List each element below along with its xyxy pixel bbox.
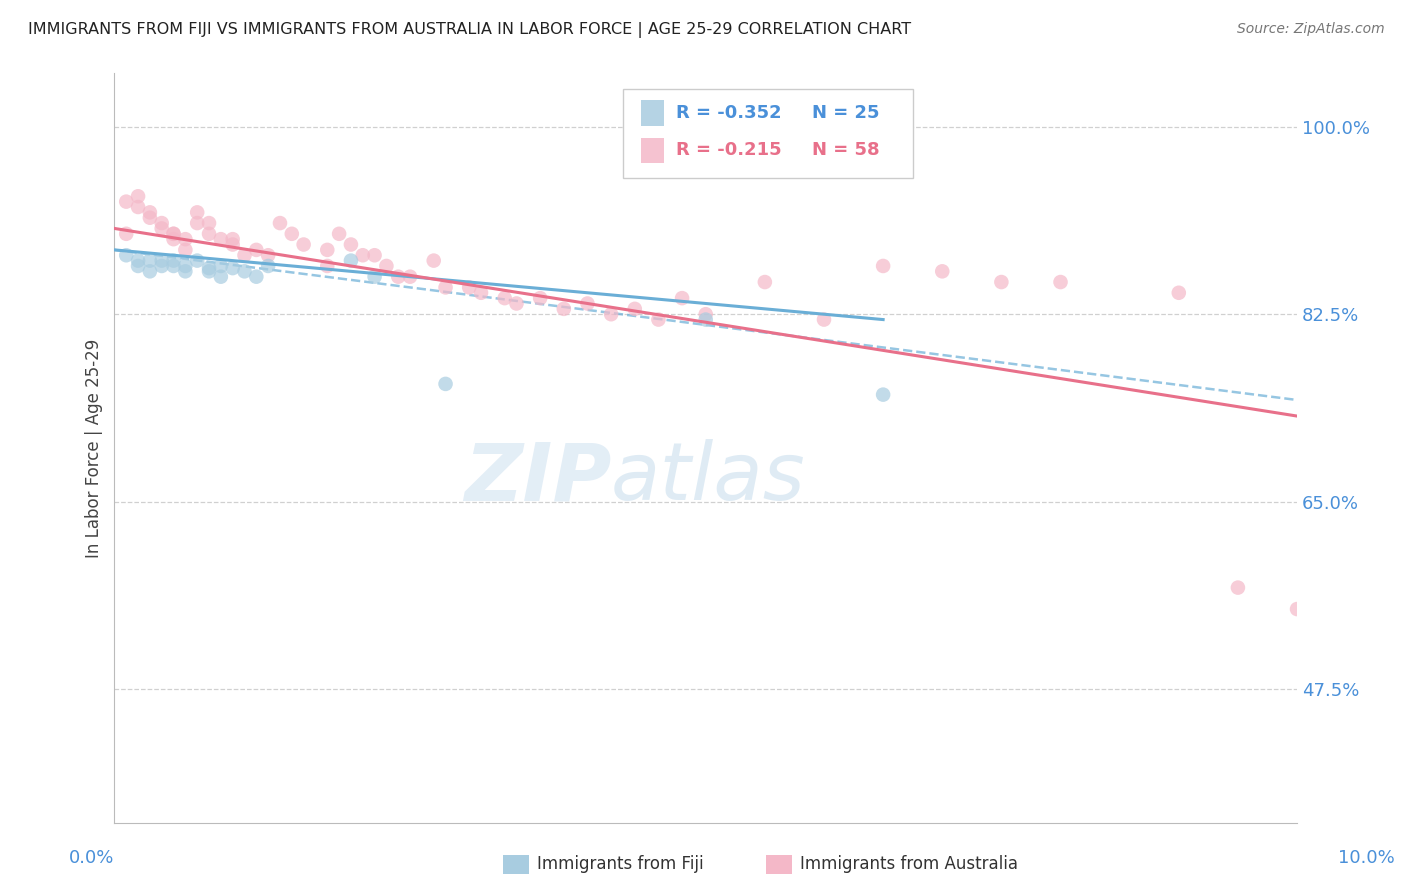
Point — [127, 259, 149, 273]
Point — [198, 261, 221, 276]
Point — [186, 216, 208, 230]
FancyBboxPatch shape — [641, 100, 665, 126]
Y-axis label: In Labor Force | Age 25-29: In Labor Force | Age 25-29 — [86, 339, 103, 558]
Point — [115, 194, 138, 209]
Point — [162, 232, 184, 246]
Text: N = 58: N = 58 — [813, 141, 880, 160]
Point — [139, 253, 162, 268]
Point — [162, 227, 184, 241]
Point — [209, 232, 232, 246]
Text: Source: ZipAtlas.com: Source: ZipAtlas.com — [1237, 22, 1385, 37]
Point — [505, 296, 527, 310]
Point — [1167, 285, 1189, 300]
Point — [233, 264, 256, 278]
Point — [600, 307, 623, 321]
Point — [695, 312, 717, 326]
Point — [352, 248, 374, 262]
Point — [269, 216, 291, 230]
Point — [174, 259, 197, 273]
Point — [458, 280, 481, 294]
Text: Immigrants from Fiji: Immigrants from Fiji — [537, 855, 704, 873]
Point — [375, 259, 398, 273]
Point — [470, 285, 492, 300]
Point — [340, 237, 363, 252]
Point — [139, 205, 162, 219]
FancyBboxPatch shape — [641, 137, 665, 163]
Point — [387, 269, 409, 284]
Point — [186, 205, 208, 219]
Point — [872, 259, 894, 273]
Point — [422, 253, 444, 268]
Point — [174, 232, 197, 246]
Point — [257, 248, 280, 262]
Point — [671, 291, 693, 305]
Text: N = 25: N = 25 — [813, 103, 880, 121]
Point — [150, 253, 173, 268]
Point — [198, 216, 221, 230]
Point — [209, 259, 232, 273]
Point — [813, 312, 835, 326]
Point — [316, 243, 339, 257]
Point — [529, 291, 551, 305]
Point — [363, 269, 385, 284]
Point — [872, 387, 894, 401]
Point — [1286, 602, 1309, 616]
Point — [647, 312, 669, 326]
Point — [127, 253, 149, 268]
Point — [754, 275, 776, 289]
Text: 0.0%: 0.0% — [69, 849, 114, 867]
Point — [174, 243, 197, 257]
Point — [245, 243, 267, 257]
Point — [931, 264, 953, 278]
Text: atlas: atlas — [612, 439, 806, 517]
Text: ZIP: ZIP — [464, 439, 612, 517]
Point — [162, 253, 184, 268]
Point — [150, 216, 173, 230]
Text: 10.0%: 10.0% — [1339, 849, 1395, 867]
Point — [1226, 581, 1249, 595]
Point — [127, 200, 149, 214]
Point — [209, 269, 232, 284]
Point — [150, 259, 173, 273]
Point — [221, 261, 243, 276]
Point — [186, 253, 208, 268]
Point — [1049, 275, 1071, 289]
Point — [150, 221, 173, 235]
Point — [139, 211, 162, 225]
Point — [198, 227, 221, 241]
Point — [198, 264, 221, 278]
Text: IMMIGRANTS FROM FIJI VS IMMIGRANTS FROM AUSTRALIA IN LABOR FORCE | AGE 25-29 COR: IMMIGRANTS FROM FIJI VS IMMIGRANTS FROM … — [28, 22, 911, 38]
Point — [292, 237, 315, 252]
Point — [695, 307, 717, 321]
Point — [221, 237, 243, 252]
Point — [399, 269, 422, 284]
Text: R = -0.215: R = -0.215 — [676, 141, 782, 160]
Point — [162, 227, 184, 241]
Point — [434, 376, 457, 391]
Point — [990, 275, 1012, 289]
Point — [281, 227, 304, 241]
Point — [233, 248, 256, 262]
Point — [363, 248, 385, 262]
Point — [127, 189, 149, 203]
Point — [316, 259, 339, 273]
Point — [257, 259, 280, 273]
Point — [139, 264, 162, 278]
Point — [494, 291, 516, 305]
Text: Immigrants from Australia: Immigrants from Australia — [800, 855, 1018, 873]
Point — [115, 248, 138, 262]
Point — [115, 227, 138, 241]
Point — [328, 227, 350, 241]
Point — [245, 269, 267, 284]
Point — [553, 301, 575, 316]
Point — [576, 296, 599, 310]
Text: R = -0.352: R = -0.352 — [676, 103, 782, 121]
FancyBboxPatch shape — [623, 89, 912, 178]
Point — [162, 259, 184, 273]
Point — [340, 253, 363, 268]
Point — [623, 301, 645, 316]
Point — [434, 280, 457, 294]
Point — [174, 264, 197, 278]
Point — [221, 232, 243, 246]
